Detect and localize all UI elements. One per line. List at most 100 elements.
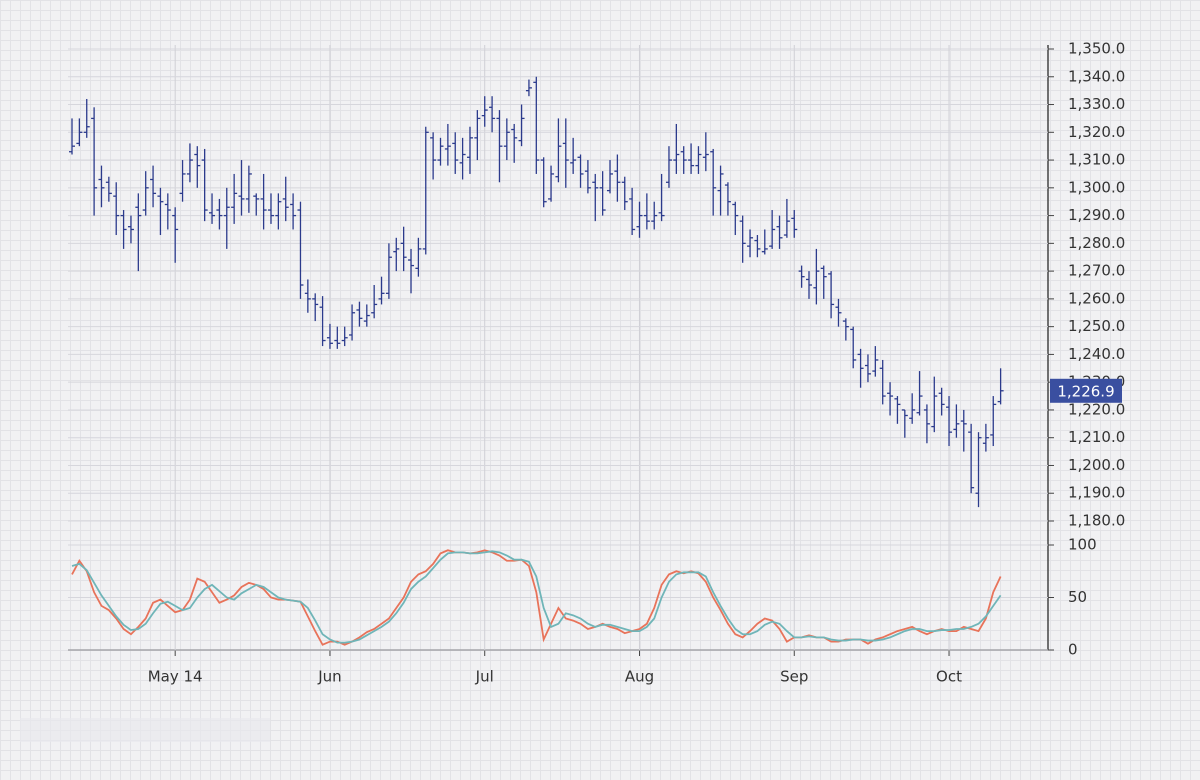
ohlc-bar xyxy=(946,396,953,447)
ohlc-bar xyxy=(710,148,717,216)
ohlc-bar xyxy=(481,96,488,127)
ohlc-bar xyxy=(798,265,805,288)
y-tick-label: 50 xyxy=(1068,588,1087,606)
ohlc-bar xyxy=(820,265,827,299)
y-tick-label: 100 xyxy=(1068,536,1097,554)
ohlc-bar xyxy=(290,193,297,230)
ohlc-bar xyxy=(577,154,584,188)
ohlc-bar xyxy=(363,304,370,327)
ohlc-bar xyxy=(990,396,997,447)
ohlc-bar xyxy=(835,298,842,327)
y-tick-label: 1,180.0 xyxy=(1068,512,1125,530)
ohlc-bar xyxy=(135,193,142,272)
ohlc-bar xyxy=(179,160,186,202)
ohlc-bar xyxy=(430,132,437,180)
oscillator-line xyxy=(71,549,1002,646)
ohlc-bar xyxy=(312,293,319,322)
ohlc-bar xyxy=(120,210,127,249)
ohlc-bar xyxy=(857,348,864,388)
ohlc-bar xyxy=(349,304,356,341)
x-tick-label: Aug xyxy=(625,668,654,686)
ohlc-bar xyxy=(923,404,930,444)
ohlc-bar xyxy=(621,176,628,211)
last-price-box xyxy=(1050,378,1122,403)
y-tick-label: 1,200.0 xyxy=(1068,456,1125,474)
ohlc-bar xyxy=(415,237,422,277)
y-tick-label: 1,340.0 xyxy=(1068,67,1125,85)
ohlc-bar xyxy=(113,182,120,236)
ohlc-bar xyxy=(452,132,459,174)
ohlc-bar xyxy=(938,387,945,416)
ohlc-bar xyxy=(658,173,665,222)
ohlc-bar xyxy=(813,248,820,305)
ohlc-bar xyxy=(378,276,385,305)
ohlc-bar xyxy=(629,187,636,236)
ohlc-bar xyxy=(643,193,650,230)
ohlc-bar xyxy=(201,148,208,222)
y-tick-label: 1,260.0 xyxy=(1068,289,1125,307)
ohlc-bar xyxy=(511,123,518,163)
ohlc-bar xyxy=(916,371,923,416)
ohlc-bar xyxy=(245,165,252,213)
ohlc-bar xyxy=(665,146,672,188)
y-tick-label: 1,220.0 xyxy=(1068,400,1125,418)
ohlc-bar xyxy=(702,132,709,172)
ohlc-bar xyxy=(297,201,304,299)
ohlc-bar xyxy=(304,279,311,313)
ohlc-bar xyxy=(98,165,105,208)
ohlc-bar xyxy=(842,318,849,341)
ohlc-bar xyxy=(474,110,481,161)
oscillator-line xyxy=(71,550,1002,644)
ohlc-bar xyxy=(253,193,260,216)
ohlc-bar xyxy=(393,237,400,272)
ohlc-bar xyxy=(673,123,680,174)
ohlc-bar xyxy=(975,432,982,508)
ohlc-bar xyxy=(555,118,562,183)
ohlc-bar xyxy=(282,176,289,222)
ohlc-bar xyxy=(791,210,798,238)
ohlc-bar xyxy=(503,118,510,161)
ohlc-bar xyxy=(267,193,274,224)
ohlc-bar xyxy=(83,98,90,138)
y-tick-label: 1,280.0 xyxy=(1068,234,1125,252)
y-tick-label: 1,190.0 xyxy=(1068,484,1125,502)
ohlc-bar xyxy=(724,182,731,216)
ohlc-bar xyxy=(533,76,540,174)
ohlc-bar xyxy=(570,137,577,174)
ohlc-bar xyxy=(408,248,415,294)
ohlc-bar xyxy=(385,243,392,299)
ohlc-bar xyxy=(592,173,599,222)
ohlc-bar xyxy=(769,210,776,249)
x-tick-label: May 14 xyxy=(148,668,203,686)
y-tick-label: 1,210.0 xyxy=(1068,428,1125,446)
ohlc-bar xyxy=(400,226,407,272)
ohlc-bar xyxy=(459,137,466,180)
ohlc-bar xyxy=(754,235,761,258)
ohlc-bar xyxy=(879,359,886,405)
ohlc-bar xyxy=(194,146,201,188)
ohlc-bar xyxy=(680,146,687,174)
ohlc-bar xyxy=(341,326,348,347)
ohlc-bar xyxy=(489,96,496,133)
ohlc-bar xyxy=(894,396,901,424)
ohlc-bar xyxy=(607,160,614,194)
ohlc-bar xyxy=(828,271,835,319)
ohlc-bar xyxy=(260,173,267,230)
x-tick-label: Sep xyxy=(780,668,808,686)
ohlc-bar xyxy=(982,423,989,452)
ohlc-bar xyxy=(186,143,193,183)
ohlc-bar xyxy=(275,193,282,230)
ohlc-bar xyxy=(334,326,341,349)
ohlc-bar xyxy=(105,176,112,202)
ohlc-bar xyxy=(599,171,606,216)
ohlc-bar xyxy=(931,376,938,433)
ohlc-bar xyxy=(739,215,746,263)
ohlc-bar xyxy=(548,165,555,202)
y-tick-label: 1,310.0 xyxy=(1068,151,1125,169)
ohlc-bar xyxy=(466,126,473,174)
ohlc-bar xyxy=(761,229,768,255)
ohlc-bar xyxy=(584,160,591,194)
last-price-label: 1,226.9 xyxy=(1057,382,1114,400)
ohlc-bar xyxy=(651,201,658,230)
